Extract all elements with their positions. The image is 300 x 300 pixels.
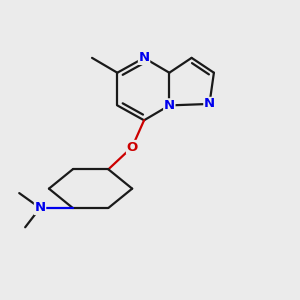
Text: N: N	[139, 51, 150, 64]
Text: N: N	[204, 98, 215, 110]
Text: N: N	[34, 202, 46, 214]
Text: O: O	[127, 140, 138, 154]
Text: N: N	[164, 99, 175, 112]
